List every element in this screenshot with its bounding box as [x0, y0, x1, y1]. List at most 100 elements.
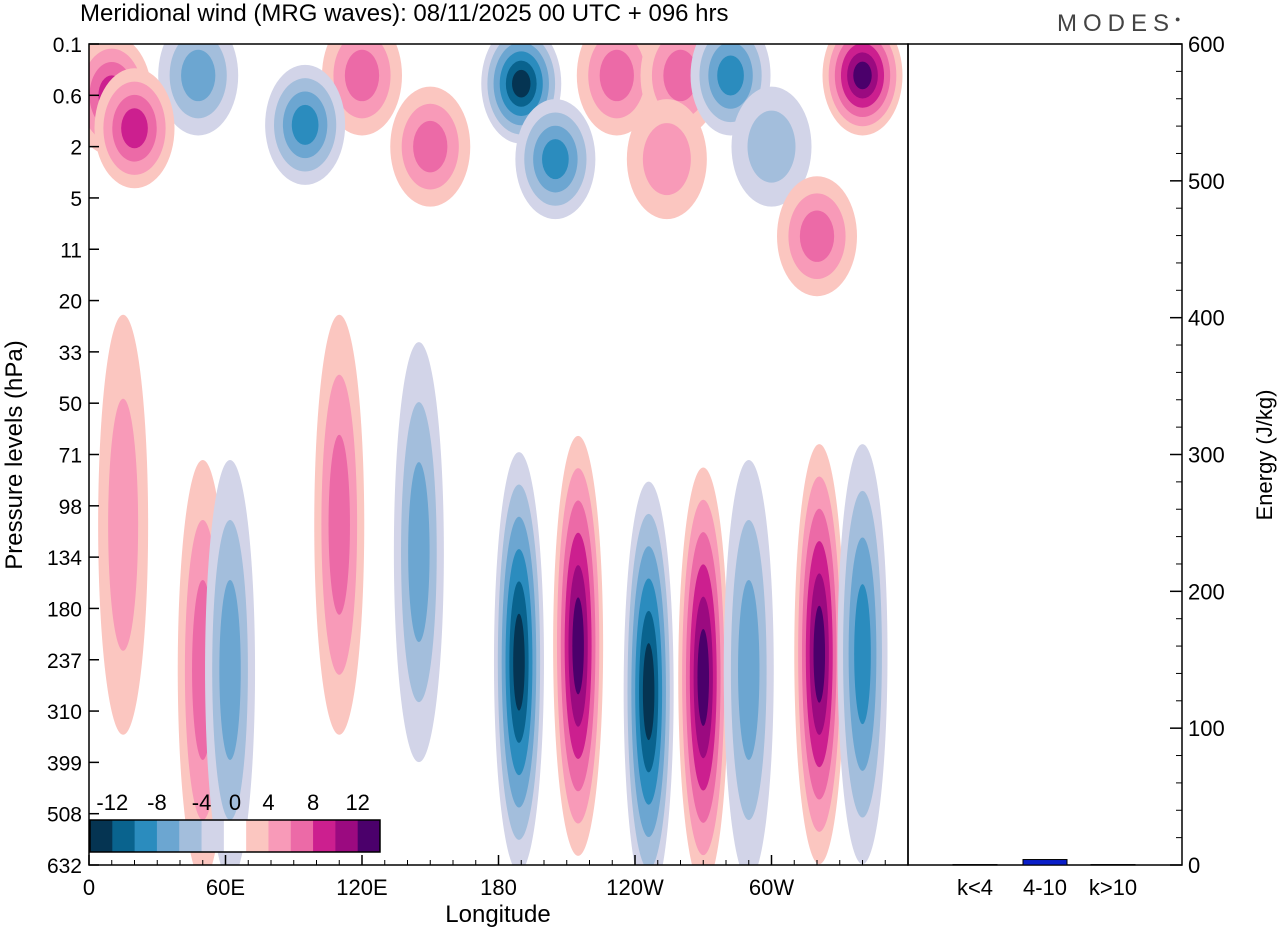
wave-feature [314, 314, 365, 735]
y-tick-label: 71 [59, 445, 82, 468]
energy-tick-label: 100 [1188, 716, 1225, 741]
colorbar-swatch [357, 820, 381, 852]
energy-tick-label: 200 [1188, 579, 1225, 604]
modes-logo: MODES● [1057, 10, 1180, 38]
y-tick-label: 0.1 [53, 34, 82, 57]
contour-fill [599, 49, 634, 102]
x-axis-label: Longitude [445, 901, 550, 928]
y-axis-label: Pressure levels (hPa) [1, 340, 28, 569]
colorbar-swatch [290, 820, 314, 852]
wave-feature [678, 467, 729, 865]
energy-tick-label: 500 [1188, 169, 1225, 194]
colorbar-label: -4 [192, 790, 212, 815]
energy-frame [907, 43, 1183, 866]
contour-fill [542, 139, 569, 180]
x-tick-label: 120E [336, 875, 387, 900]
wave-feature [822, 44, 903, 136]
wave-feature [390, 86, 471, 207]
contour-fill [738, 579, 760, 760]
colorbar-swatch [313, 820, 336, 852]
contour-fill [717, 55, 744, 96]
wave-feature [626, 99, 707, 220]
logo-mark: ● [1175, 14, 1181, 24]
y-tick-label: 50 [59, 393, 82, 416]
y-tick-label: 98 [59, 496, 82, 519]
colorbar-label: -12 [96, 790, 128, 815]
wave-feature [393, 342, 444, 763]
wave-feature [98, 314, 149, 735]
x-tick-label: 120W [606, 875, 664, 900]
colorbar-label: 0 [229, 790, 241, 815]
wave-feature [515, 99, 596, 220]
y-tick-label: 134 [47, 547, 82, 570]
colorbar-swatch [90, 820, 113, 852]
wave-feature [265, 64, 346, 185]
axes: 0 60E 120E 180 120W 60W 0.1 0.6 2 5 11 20 33 50 71 98 13… [47, 34, 909, 900]
energy-bar [1022, 859, 1068, 866]
heatmap-plot [89, 44, 903, 865]
energy-tick-label: 600 [1188, 32, 1225, 57]
contour-fill [854, 584, 871, 725]
energy-category-label: k>10 [1089, 875, 1137, 900]
colorbar-frame [89, 819, 381, 853]
colorbar-swatch [134, 820, 158, 852]
wave-feature [322, 44, 402, 136]
energy-category-label: 4-10 [1023, 875, 1067, 900]
contour-fill [853, 61, 872, 90]
x-tick-label: 0 [83, 875, 95, 900]
colorbar-swatch [268, 820, 292, 852]
y-tick-label: 508 [47, 804, 82, 827]
wave-feature [493, 452, 544, 865]
wave-feature [794, 444, 845, 865]
x-tick-label: 180 [480, 875, 517, 900]
wave-feature [94, 68, 175, 189]
y-tick-label: 11 [60, 239, 82, 262]
contour-fill [291, 104, 319, 145]
energy-bar [1090, 864, 1136, 866]
wave-feature [553, 435, 604, 856]
y-tick-label: 237 [47, 650, 82, 673]
contour-fill [747, 110, 796, 183]
colorbar-swatch [179, 820, 203, 852]
y-tick-label: 20 [59, 291, 82, 314]
y-tick-label: 180 [47, 598, 82, 621]
wave-feature [623, 481, 674, 865]
contour-fill [413, 120, 448, 173]
energy-category-label: k<4 [957, 875, 993, 900]
x-tick-label: 60E [206, 875, 245, 900]
colorbar-swatch [335, 820, 359, 852]
contour-fill [512, 69, 531, 98]
wave-feature [576, 44, 657, 136]
wave-feature [205, 460, 256, 865]
chart-title: Meridional wind (MRG waves): 08/11/2025 … [80, 0, 729, 27]
contour-fill [799, 210, 835, 262]
energy-tick-label: 300 [1188, 443, 1225, 468]
contour-fill [813, 605, 826, 703]
y-tick-label: 0.6 [53, 85, 82, 108]
y-tick-label: 632 [47, 855, 82, 878]
contour-fill [663, 49, 698, 102]
x-tick-label: 60W [749, 875, 794, 900]
colorbar-swatch [112, 820, 136, 852]
contour-fill [408, 462, 430, 643]
contour-fill [181, 49, 216, 102]
colorbar-swatch [246, 820, 269, 852]
contour-fill [328, 434, 350, 615]
colorbar-swatch [223, 820, 247, 852]
wave-feature [777, 176, 857, 297]
colorbar-label: -8 [147, 790, 167, 815]
contour-fill [642, 643, 655, 741]
energy-tick-label: 0 [1188, 853, 1200, 878]
y-tick-label: 2 [70, 137, 82, 160]
contour-fill [513, 613, 525, 711]
wave-feature [158, 44, 239, 136]
energy-axis-label: Energy (J/kg) [1252, 390, 1277, 521]
wave-feature [837, 444, 888, 865]
y-tick-label: 5 [70, 188, 82, 211]
energy-tick-label: 400 [1188, 306, 1225, 331]
y-tick-label: 33 [59, 342, 82, 365]
y-tick-label: 399 [47, 752, 82, 775]
colorbar-swatch [156, 820, 180, 852]
colorbar: -12 -8 -4 0 4 8 12 [89, 790, 381, 853]
energy-bar [952, 864, 998, 866]
